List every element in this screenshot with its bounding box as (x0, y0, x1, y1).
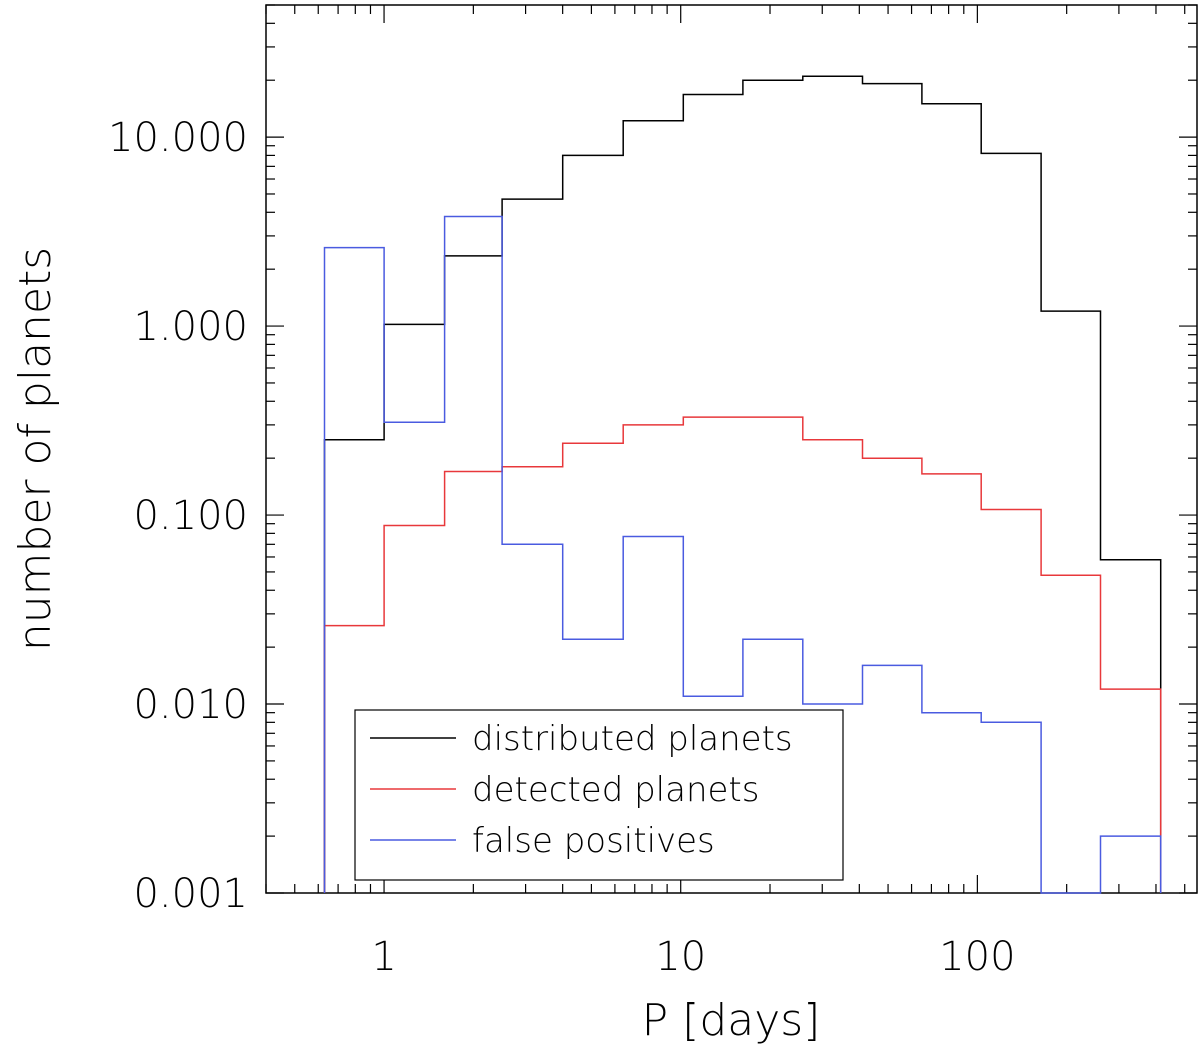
y-tick-label: 0.100 (133, 493, 248, 539)
y-tick-label: 0.010 (133, 682, 248, 728)
legend: distributed planets detected planets false… (354, 709, 844, 881)
x-axis-label: P [days] (642, 995, 821, 1046)
series-line-detected-planets (323, 416, 1162, 893)
series-layer (323, 75, 1162, 894)
y-tick-label: 0.001 (133, 871, 248, 917)
x-tick-label: 100 (939, 934, 1015, 980)
legend-label-distributed-planets: distributed planets (472, 719, 793, 759)
x-tick-label: 10 (655, 934, 706, 980)
series-line-false-positives (323, 215, 1162, 894)
legend-label-detected-planets: detected planets (472, 770, 759, 810)
y-axis-label: number of planets (10, 247, 61, 651)
y-tick-label: 10.000 (108, 115, 248, 161)
plot-frame (265, 4, 1198, 894)
y-tick-label: 1.000 (133, 304, 248, 350)
legend-label-false-positives: false positives (472, 821, 715, 861)
ticks-layer: 1 10 100 0.001 0.010 0.100 1.000 10.000 (108, 4, 1197, 980)
x-tick-label: 1 (371, 934, 396, 980)
legend-items: distributed planets detected planets false… (370, 719, 793, 861)
